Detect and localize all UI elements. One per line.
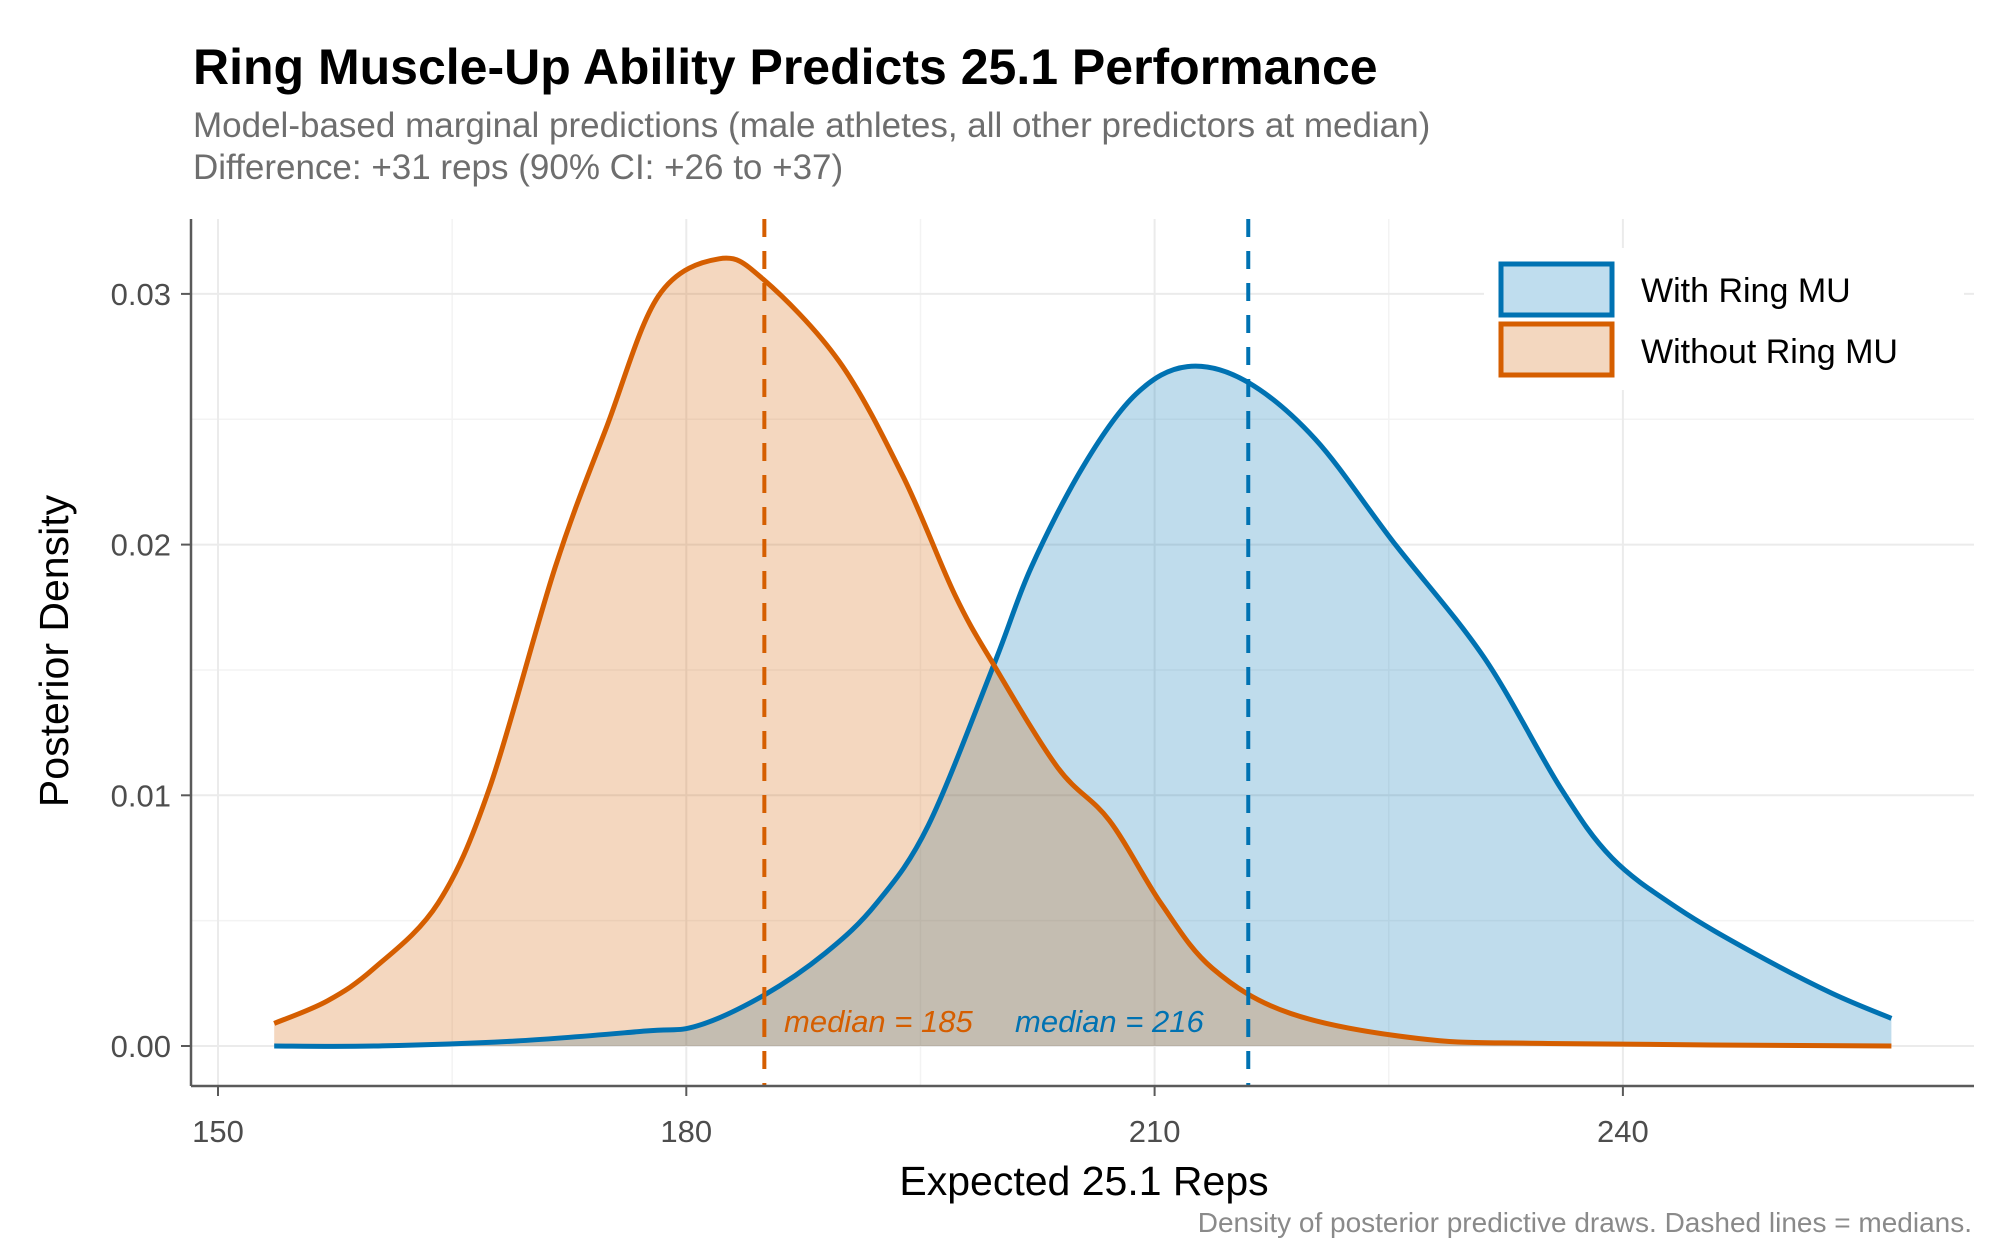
x-tick-label: 240 — [1597, 1114, 1649, 1149]
chart-subtitle-line-1: Model-based marginal predictions (male a… — [193, 106, 1430, 145]
median-label-without: median = 185 — [784, 1004, 973, 1039]
chart-title: Ring Muscle-Up Ability Predicts 25.1 Per… — [193, 39, 1378, 95]
legend-label-with: With Ring MU — [1641, 272, 1851, 310]
legend-label-without: Without Ring MU — [1641, 333, 1898, 371]
median-lines — [762, 219, 1251, 1086]
density-area-without — [274, 258, 1892, 1046]
y-tick-label: 0.01 — [111, 778, 171, 813]
x-tick-label: 150 — [192, 1114, 244, 1149]
axes — [181, 219, 1974, 1096]
legend-item-without: Without Ring MU — [1498, 321, 1898, 378]
tick-labels: 150 180 210 240 0.00 0.01 0.02 0.03 — [111, 277, 1649, 1149]
legend-key-with — [1498, 261, 1615, 318]
legend-key-without — [1498, 321, 1615, 378]
y-axis-title: Posterior Density — [31, 494, 77, 807]
median-label-with: median = 216 — [1015, 1004, 1204, 1039]
x-axis-title: Expected 25.1 Reps — [899, 1158, 1268, 1204]
chart-subtitle-line-2: Difference: +31 reps (90% CI: +26 to +37… — [193, 148, 843, 187]
legend-item-with: With Ring MU — [1498, 261, 1851, 318]
x-tick-label: 180 — [660, 1114, 712, 1149]
legend: With Ring MU Without Ring MU — [1484, 248, 1964, 390]
density-areas — [273, 255, 1893, 1049]
density-line-without — [273, 255, 1892, 1049]
y-tick-label: 0.00 — [111, 1029, 171, 1064]
y-tick-label: 0.02 — [111, 528, 171, 563]
density-line-with — [274, 363, 1893, 1049]
x-tick-label: 210 — [1129, 1114, 1181, 1149]
density-area-with — [274, 366, 1892, 1047]
chart-caption: Density of posterior predictive draws. D… — [1198, 1207, 1972, 1238]
y-tick-label: 0.03 — [111, 277, 171, 312]
